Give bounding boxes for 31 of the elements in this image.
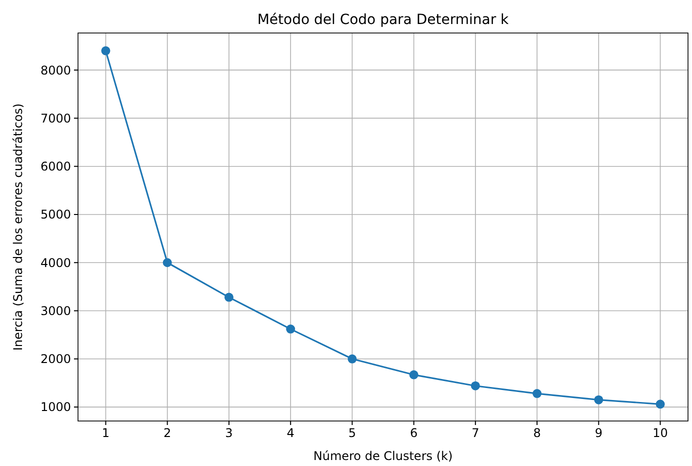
x-tick-label: 2 (164, 426, 172, 440)
y-tick-label: 8000 (40, 63, 71, 78)
x-axis-title: Número de Clusters (k) (313, 449, 453, 463)
point (286, 324, 296, 334)
point (162, 258, 172, 268)
point (656, 400, 665, 409)
chart-title: Método del Codo para Determinar k (257, 12, 510, 28)
point (470, 381, 480, 390)
x-tick-label: 10 (652, 426, 668, 440)
point (101, 46, 110, 56)
x-tick-label: 4 (286, 426, 294, 440)
point (348, 354, 357, 364)
x-tick-label: 7 (472, 426, 480, 440)
x-tick-label: 1 (102, 426, 110, 440)
y-tick-label: 4000 (40, 256, 71, 270)
point (224, 292, 234, 302)
y-axis-title: Inercia (Suma de los errores cuadráticos) (11, 103, 25, 351)
x-tick-label: 5 (348, 426, 356, 440)
y-tick-label: 3000 (40, 304, 71, 318)
y-tick-label: 1000 (40, 400, 71, 414)
y-tick-label: 6000 (40, 160, 71, 174)
point (409, 370, 418, 380)
y-tick-label: 5000 (40, 208, 71, 222)
y-tick-label: 7000 (40, 111, 71, 126)
point (532, 389, 542, 398)
x-tick-label: 9 (594, 426, 602, 440)
y-tick-label: 2000 (40, 352, 71, 366)
x-tick-label: 6 (410, 426, 418, 440)
x-tick-label: 8 (533, 426, 541, 440)
point (594, 395, 604, 404)
x-tick-label: 3 (225, 426, 233, 440)
